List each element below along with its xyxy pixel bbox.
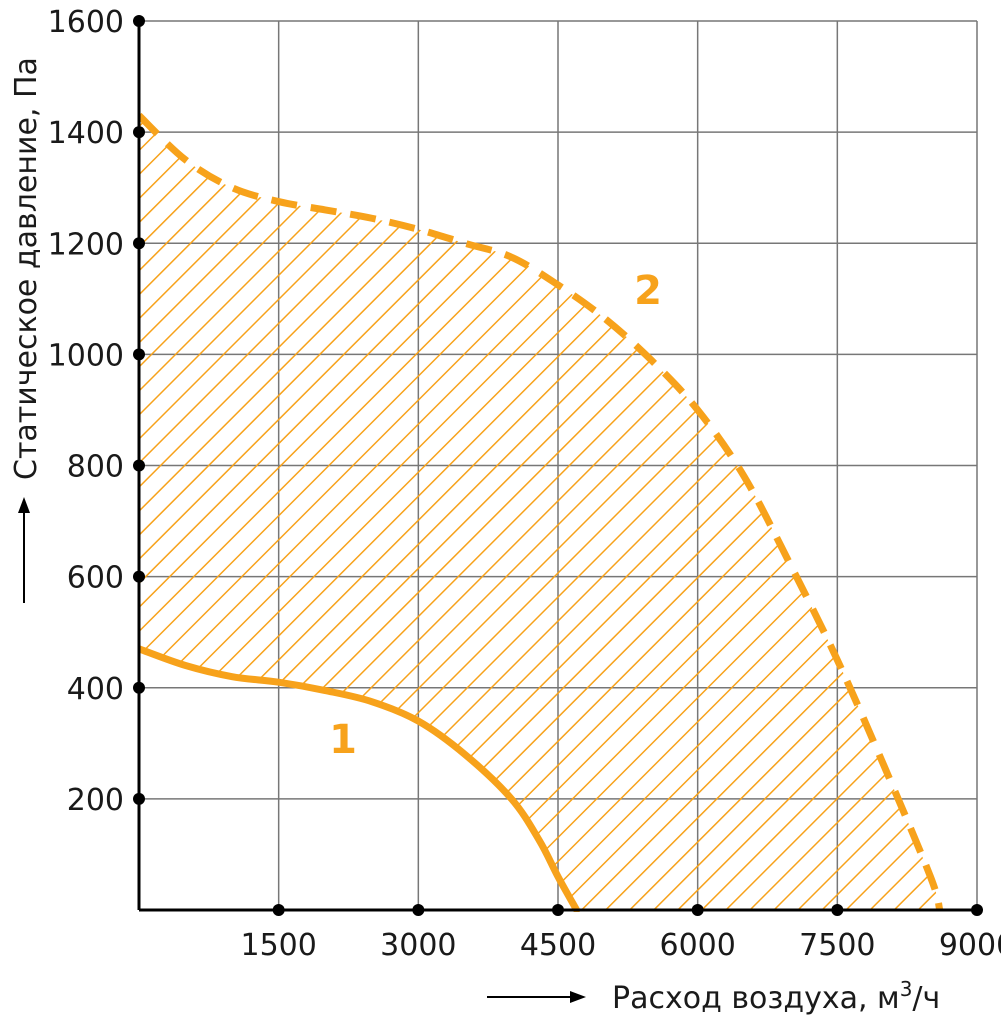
hatched-area (139, 115, 940, 911)
y-tick-label: 200 (67, 783, 124, 818)
y-tick-dot (133, 570, 145, 583)
y-tick-label: 1200 (48, 227, 124, 262)
x-axis-title: Расход воздуха, м3/ч (612, 977, 940, 1016)
series-line-2 (139, 112, 944, 911)
x-tick-dot (691, 904, 704, 916)
x-axis-arrowhead-icon (570, 991, 586, 1003)
y-tick-dot (133, 681, 145, 694)
y-tick-label: 1600 (48, 5, 124, 40)
x-tick-dot (272, 904, 285, 916)
y-tick-label: 800 (67, 450, 124, 485)
x-tick-label: 9000 (939, 928, 1001, 963)
y-tick-dot (133, 459, 145, 472)
y-tick-label: 1000 (48, 338, 124, 373)
x-tick-dot (971, 904, 983, 916)
x-tick-label: 7500 (799, 928, 875, 963)
x-tick-label: 1500 (240, 928, 316, 963)
y-axis-title: Статическое давление, Па (9, 57, 44, 480)
y-tick-label: 1400 (48, 116, 124, 151)
operating-region (139, 115, 940, 911)
series (139, 112, 944, 912)
y-axis-arrowhead-icon (18, 497, 30, 513)
labels: 1500 3000 4500 6000 7500 9000 200 400 600 800 1000… (9, 5, 1001, 1016)
x-tick-label: 4500 (520, 928, 596, 963)
series-label-2: 2 (634, 268, 662, 314)
x-tick-dot (831, 904, 844, 916)
y-tick-label: 400 (67, 672, 124, 707)
y-tick-dot (133, 348, 145, 361)
series-line-1 (139, 645, 581, 912)
y-tick-dot (133, 126, 145, 139)
y-tick-dot (133, 792, 145, 805)
series-label-1: 1 (329, 717, 357, 763)
x-tick-label: 6000 (659, 928, 735, 963)
axes (133, 15, 983, 916)
x-tick-label: 3000 (380, 928, 456, 963)
x-tick-dot (552, 904, 564, 916)
x-tick-dot (412, 904, 425, 916)
y-tick-label: 600 (67, 561, 124, 596)
y-tick-dot (133, 15, 145, 27)
y-tick-dot (133, 237, 145, 250)
